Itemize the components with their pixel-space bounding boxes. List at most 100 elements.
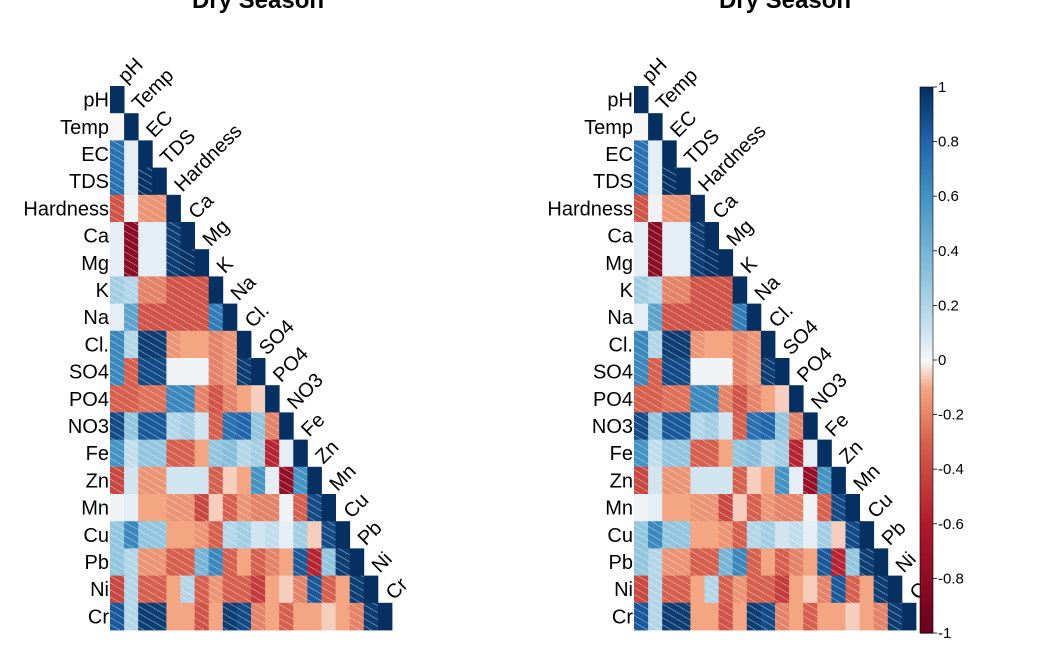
heatmap-cell: [110, 494, 125, 522]
colorbar-segment: [920, 433, 933, 438]
colorbar-segment: [920, 545, 933, 549]
heatmap-cell: [732, 494, 748, 522]
heatmap-cell: [704, 466, 719, 495]
hatch-overlay: [648, 303, 663, 331]
hatch-overlay: [746, 521, 761, 549]
colorbar-segment: [920, 510, 933, 514]
colorbar-segment: [920, 242, 933, 246]
hatch-overlay: [124, 548, 139, 576]
heatmap-cell: [180, 521, 195, 549]
heatmap-cell: [236, 466, 252, 495]
heatmap-cell: [180, 602, 195, 631]
heatmap-cell: [152, 494, 167, 522]
colorbar-segment: [920, 368, 933, 372]
diagonal-label: Ca: [184, 189, 218, 223]
heatmap-cell: [803, 575, 818, 604]
heatmap-cell: [831, 521, 846, 549]
hatch-overlay: [817, 548, 832, 576]
hatch-overlay: [789, 521, 804, 549]
heatmap-cell: [676, 494, 691, 522]
heatmap-cell: [746, 303, 762, 332]
colorbar-segment: [920, 324, 933, 328]
heatmap-cell: [845, 602, 860, 631]
colorbar-segment: [920, 501, 933, 506]
hatch-overlay: [704, 249, 719, 277]
hatch-overlay: [634, 194, 649, 222]
hatch-overlay: [760, 494, 775, 522]
hatch-overlay: [208, 466, 223, 494]
row-label: Pb: [85, 552, 109, 574]
heatmap-cell: [634, 86, 649, 114]
row-label: Ni: [90, 579, 109, 601]
colorbar-segment: [920, 280, 933, 285]
heatmap-cell: [817, 602, 832, 631]
colorbar-segment: [920, 196, 933, 200]
colorbar-segment: [920, 106, 933, 110]
diagonal-label: Ni: [892, 548, 921, 577]
heatmap-cell: [251, 385, 266, 413]
row-label: pH: [607, 90, 633, 112]
colorbar-segment: [920, 305, 933, 309]
hatch-overlay: [152, 194, 167, 222]
colorbar-segment: [920, 354, 933, 358]
diagonal-label: Zn: [311, 436, 343, 468]
colorbar-segment: [920, 141, 933, 145]
hatch-overlay: [152, 575, 167, 603]
hatch-overlay: [138, 521, 153, 549]
heatmap-cell: [279, 412, 294, 440]
hatch-overlay: [648, 358, 663, 386]
colorbar-tick-label: -0.2: [938, 407, 964, 424]
colorbar-segment: [920, 253, 933, 257]
hatch-overlay: [732, 575, 747, 603]
heatmap-cell: [831, 602, 846, 631]
colorbar-segment: [920, 477, 933, 481]
hatch-overlay: [845, 521, 860, 549]
hatch-overlay: [180, 276, 195, 304]
hatch-overlay: [718, 303, 733, 331]
colorbar-tick-label: -0.6: [938, 516, 964, 533]
diagonal-label: Mg: [723, 216, 758, 251]
heatmap-cell: [194, 412, 210, 440]
colorbar-segment: [920, 480, 933, 484]
colorbar-segment: [920, 485, 933, 489]
hatch-overlay: [236, 439, 251, 467]
colorbar-segment: [920, 469, 933, 473]
heatmap-cell: [803, 521, 818, 549]
hatch-overlay: [718, 494, 733, 522]
row-label: Mg: [81, 253, 109, 275]
hatch-overlay: [321, 548, 336, 576]
heatmap-cell: [335, 575, 351, 604]
heatmap-cell: [166, 194, 181, 223]
colorbar-segment: [920, 447, 933, 451]
heatmap-cell: [690, 194, 705, 223]
diagonal-label: Ni: [368, 548, 397, 577]
hatch-overlay: [110, 412, 125, 440]
hatch-overlay: [704, 575, 719, 603]
hatch-overlay: [124, 521, 139, 549]
colorbar-segment: [920, 455, 933, 459]
heatmap-cell: [110, 86, 125, 114]
hatch-overlay: [690, 548, 705, 576]
hatch-overlay: [634, 521, 649, 549]
hatch-overlay: [166, 385, 181, 413]
row-label: Mn: [605, 498, 633, 520]
heatmap-cell: [265, 466, 280, 495]
heatmap-cell: [307, 466, 322, 495]
colorbar-segment: [920, 589, 933, 593]
hatch-overlay: [775, 575, 790, 603]
colorbar-segment: [920, 346, 933, 350]
hatch-overlay: [746, 385, 761, 413]
hatch-overlay: [789, 439, 804, 467]
hatch-overlay: [180, 548, 195, 576]
colorbar-segment: [920, 138, 933, 143]
hatch-overlay: [648, 548, 663, 576]
hatch-overlay: [662, 439, 677, 467]
colorbar-segment: [920, 436, 933, 440]
hatch-overlay: [803, 466, 818, 494]
heatmap-cell: [194, 249, 210, 277]
hatch-overlay: [124, 358, 139, 386]
heatmap-cell: [166, 602, 181, 631]
colorbar-segment: [920, 349, 933, 353]
hatch-overlay: [887, 602, 902, 630]
heatmap-cell: [760, 466, 776, 495]
